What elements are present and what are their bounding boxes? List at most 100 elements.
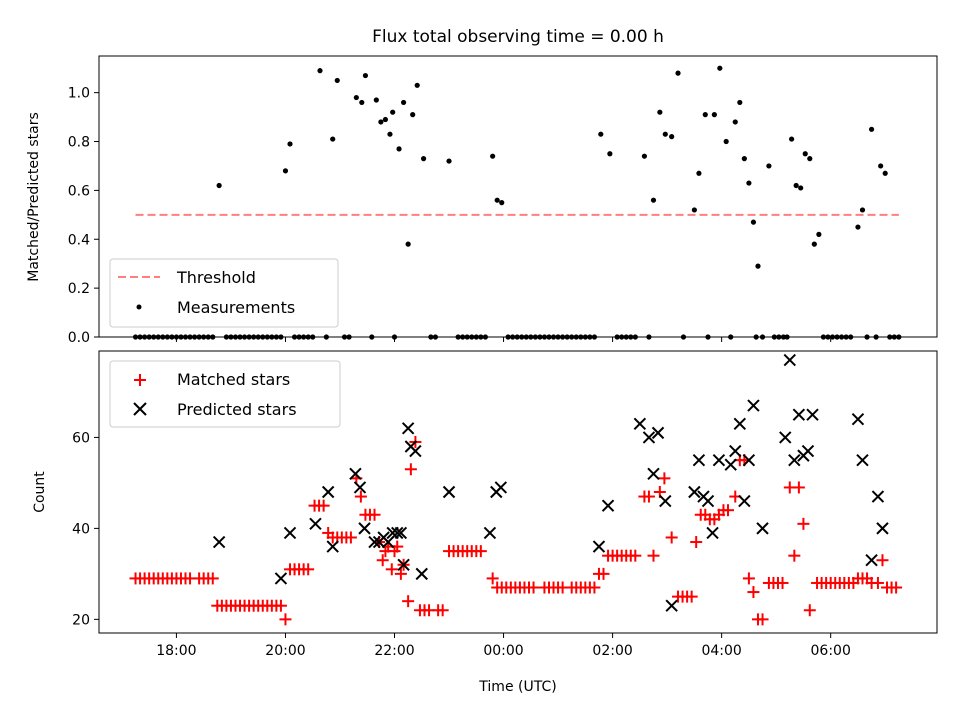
matched-star-point	[658, 472, 671, 485]
measurement-point	[317, 68, 323, 74]
measurement-point	[378, 119, 384, 125]
bottom-panel: 20 40 60 18:00 20:00 22:00 00:00 02:00 04:00 06:…	[32, 350, 938, 695]
predicted-star-point	[274, 572, 288, 585]
predicted-star-point	[806, 408, 819, 421]
predicted-star-point	[747, 399, 760, 412]
matched-star-point	[436, 604, 449, 617]
top-axes-frame	[98, 55, 938, 338]
x-tick-label: 22:00	[374, 643, 414, 659]
measurement-point	[802, 151, 808, 157]
measurement-point	[390, 109, 396, 115]
measurement-point	[282, 168, 289, 174]
predicted-star-point	[701, 494, 715, 508]
measurement-point	[675, 70, 681, 76]
measurement-point	[746, 180, 752, 186]
matched-star-point	[690, 536, 703, 549]
measurement-point	[662, 131, 668, 137]
predicted-star-point	[321, 485, 335, 499]
top-chart-title: Flux total observing time = 0.00 h	[372, 27, 664, 47]
matched-star-point	[302, 563, 315, 576]
predicted-star-point	[665, 599, 678, 612]
predicted-star-point	[309, 517, 322, 531]
top-legend: Threshold Measurements	[109, 258, 339, 328]
matched-star-point	[756, 613, 769, 626]
matched-star-point	[354, 490, 367, 503]
predicted-star-point	[391, 526, 404, 540]
predicted-star-point	[212, 535, 226, 549]
matched-star-point	[474, 545, 487, 558]
top-y-tick-label: 0.4	[68, 232, 90, 248]
measurement-point	[793, 182, 799, 189]
top-x-ticks	[175, 337, 832, 342]
measurement-point	[878, 163, 884, 169]
matched-star-point	[665, 531, 678, 544]
predicted-star-point	[801, 444, 815, 458]
measurement-point	[807, 156, 813, 162]
matched-star-point	[797, 517, 810, 530]
matched-star-point	[317, 499, 330, 512]
legend-measurements-swatch	[136, 304, 142, 310]
bottom-x-ticks: 18:00 20:00 22:00 00:00 02:00 04:00 06:00	[156, 633, 851, 659]
x-tick-label: 20:00	[265, 643, 305, 659]
bottom-axes-frame	[98, 350, 938, 634]
predicted-star-point	[368, 535, 381, 549]
bottom-legend-box	[109, 360, 341, 428]
predicted-star-point	[283, 526, 297, 540]
predicted-star-point	[397, 558, 410, 571]
predicted-star-point	[724, 458, 737, 471]
measurement-point	[702, 112, 708, 118]
measurement-point	[723, 138, 729, 145]
measurement-point	[732, 119, 738, 125]
measurement-point	[789, 136, 795, 142]
measurement-point	[400, 99, 407, 106]
legend-matched-label: Matched stars	[177, 370, 290, 389]
top-y-axis-label: Matched/Predicted stars	[26, 112, 42, 282]
matched-star-point	[803, 604, 816, 617]
measurement-point	[607, 151, 613, 157]
measurement-point	[859, 207, 866, 213]
top-legend-box	[109, 258, 339, 328]
matched-star-point	[788, 549, 801, 562]
predicted-star-point	[788, 453, 801, 467]
predicted-star-point	[688, 485, 701, 499]
matched-star-point	[871, 576, 884, 589]
matched-star-point	[404, 463, 417, 476]
bottom-y-ticks: 20 40 60	[72, 430, 99, 628]
predicted-star-point	[642, 431, 656, 444]
matched-star-point	[368, 508, 381, 521]
predicted-star-point	[738, 494, 751, 508]
measurement-point	[359, 99, 365, 106]
matched-star-point	[527, 581, 540, 594]
measurement-point	[446, 158, 452, 164]
measurement-point	[669, 134, 675, 140]
predicted-star-point	[394, 526, 408, 540]
legend-threshold-label: Threshold	[176, 268, 256, 287]
measurement-point	[696, 170, 702, 176]
matched-star-point	[385, 563, 398, 576]
measurement-point	[657, 109, 663, 115]
measurement-point	[750, 219, 757, 225]
measurement-point	[798, 185, 804, 191]
top-y-tick-label: 0.8	[68, 135, 90, 151]
measurement-point	[811, 241, 817, 247]
matched-star-point	[647, 549, 660, 562]
matched-star-point	[376, 554, 389, 567]
predicted-star-point	[856, 453, 869, 467]
measurement-point	[741, 156, 747, 162]
measurement-point	[755, 263, 761, 269]
predicted-star-point	[442, 485, 456, 499]
measurement-point	[882, 170, 888, 176]
predicted-star-point	[415, 567, 428, 581]
predicted-star-point	[865, 554, 878, 567]
predicted-star-point	[659, 494, 672, 508]
matched-star-point	[776, 576, 789, 589]
predicted-star-point	[742, 453, 756, 467]
measurement-point	[855, 224, 861, 230]
top-y-tick-label: 0.2	[68, 281, 90, 297]
measurement-point	[387, 131, 393, 137]
bottom-y-tick-label: 20	[72, 612, 90, 628]
matched-star-point	[792, 481, 805, 494]
measurement-point	[420, 156, 427, 162]
measurement-point	[382, 116, 389, 123]
